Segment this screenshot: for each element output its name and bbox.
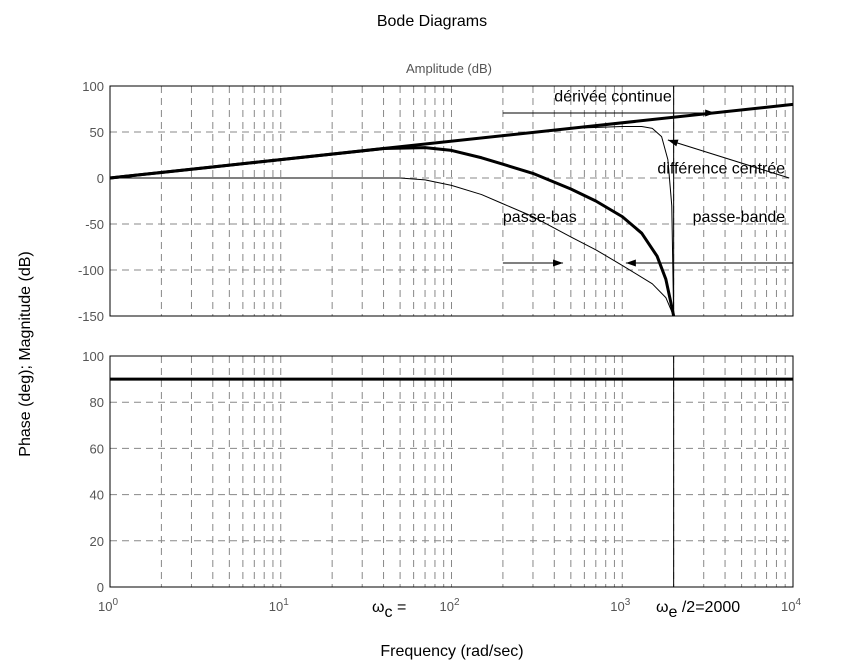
annotation-label: passe-bas	[503, 209, 577, 226]
x-tick-base: 10	[269, 599, 283, 614]
omega-c-subscript: c	[385, 604, 393, 621]
y-tick-label: 100	[82, 79, 104, 94]
omega-c-rest: =	[393, 599, 407, 616]
omega-c-label: ωc =	[372, 599, 406, 621]
x-tick-base: 10	[610, 599, 624, 614]
annotation-arrowhead	[625, 259, 636, 267]
annotation-label: passe-bande	[693, 209, 786, 226]
omega-e-label: ωe /2=2000	[656, 599, 740, 621]
omega-e-rest: /2=2000	[677, 599, 740, 616]
x-tick-label: 100	[98, 597, 118, 614]
x-tick-base: 10	[98, 599, 112, 614]
y-tick-label: -150	[78, 309, 104, 324]
annotation-arrowhead	[553, 259, 564, 267]
x-tick-labels: 100 101 102 103 104	[98, 597, 801, 614]
panel-frame	[109, 85, 794, 317]
x-tick-exponent: 4	[795, 597, 801, 608]
annotation-arrow	[667, 139, 790, 179]
chart-title: Bode Diagrams	[377, 13, 487, 30]
x-tick-exponent: 3	[625, 597, 631, 608]
x-tick-label: 102	[439, 597, 459, 614]
series-line-0-3	[109, 125, 675, 317]
y-tick-label: 0	[97, 171, 104, 186]
magnitude-panel: 100 50 0 -50 -100 -150 dérivée continue différe…	[78, 79, 794, 324]
annotation-arrowhead	[705, 109, 716, 117]
x-tick-exponent: 2	[454, 597, 460, 608]
y-tick-label: -50	[85, 217, 104, 232]
y-tick-label: 40	[90, 488, 104, 503]
annotation-label: dérivée continue	[554, 89, 672, 106]
series-line-0-0	[109, 146, 676, 317]
x-axis-label: Frequency (rad/sec)	[380, 643, 523, 660]
panel-frame	[109, 355, 794, 588]
series-line-0-1	[110, 177, 675, 317]
y-tick-label: 100	[82, 349, 104, 364]
x-tick-label: 101	[269, 597, 289, 614]
x-tick-exponent: 0	[112, 597, 118, 608]
amplitude-subtitle: Amplitude (dB)	[406, 61, 492, 76]
annotation-label: différence centrée	[657, 160, 785, 177]
x-tick-base: 10	[781, 599, 795, 614]
y-tick-label: 80	[90, 395, 104, 410]
x-tick-exponent: 1	[283, 597, 289, 608]
omega-e-subscript: e	[669, 604, 678, 621]
y-tick-label: -100	[78, 263, 104, 278]
y-tick-label: 0	[97, 580, 104, 595]
omega-c-symbol: ω	[372, 599, 385, 616]
x-tick-label: 103	[610, 597, 630, 614]
x-tick-base: 10	[439, 599, 453, 614]
y-tick-label: 60	[90, 441, 104, 456]
annotation-arrowhead	[667, 139, 679, 147]
phase-panel: 100 80 60 40 20 0	[82, 349, 794, 595]
y-tick-label: 20	[90, 534, 104, 549]
omega-e-symbol: ω	[656, 599, 669, 616]
x-tick-label: 104	[781, 597, 801, 614]
y-axis-label: Phase (deg); Magnitude (dB)	[17, 251, 34, 456]
y-tick-label: 50	[90, 125, 104, 140]
